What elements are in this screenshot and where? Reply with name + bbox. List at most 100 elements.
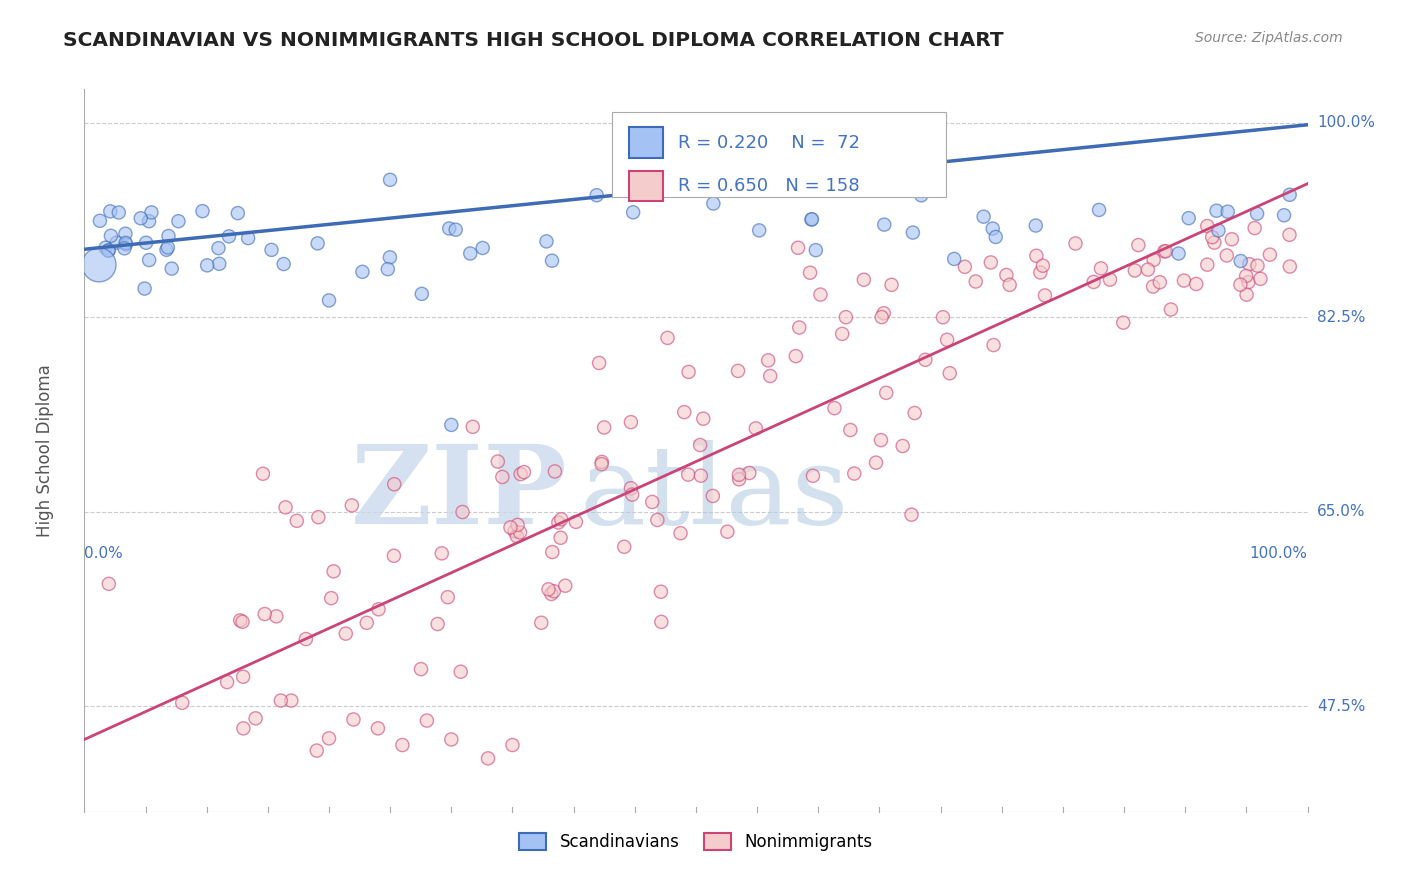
Point bbox=[544, 464, 567, 478]
Point bbox=[1136, 262, 1159, 277]
Point bbox=[1237, 275, 1260, 289]
Point bbox=[1278, 260, 1301, 274]
Point bbox=[1246, 259, 1268, 273]
Point bbox=[938, 366, 960, 380]
Point bbox=[340, 499, 363, 513]
Point bbox=[391, 738, 413, 752]
Point bbox=[1142, 279, 1164, 293]
Point bbox=[98, 204, 121, 219]
Text: High School Diploma: High School Diploma bbox=[37, 364, 55, 537]
Point bbox=[676, 467, 699, 482]
Point bbox=[509, 467, 531, 481]
Point bbox=[541, 545, 564, 559]
Point bbox=[318, 731, 340, 746]
Point bbox=[1025, 249, 1047, 263]
Point bbox=[995, 268, 1018, 282]
Point bbox=[953, 260, 976, 274]
Point bbox=[156, 240, 179, 254]
Point bbox=[689, 438, 711, 452]
Point bbox=[702, 489, 724, 503]
Point bbox=[932, 310, 955, 325]
Point bbox=[266, 609, 288, 624]
Point bbox=[1208, 223, 1230, 237]
Point bbox=[801, 468, 824, 483]
Point bbox=[229, 614, 252, 628]
Point bbox=[97, 244, 120, 258]
Point bbox=[1177, 211, 1199, 226]
Point bbox=[506, 517, 529, 532]
Text: R = 0.220    N =  72: R = 0.220 N = 72 bbox=[678, 134, 859, 152]
Legend: Scandinavians, Nonimmigrants: Scandinavians, Nonimmigrants bbox=[513, 826, 879, 857]
Text: 65.0%: 65.0% bbox=[1317, 504, 1365, 519]
Point bbox=[295, 632, 318, 646]
Point bbox=[1249, 272, 1271, 286]
Point bbox=[458, 246, 481, 260]
Point bbox=[105, 235, 128, 250]
Point bbox=[901, 226, 924, 240]
Point bbox=[650, 615, 672, 629]
Point bbox=[692, 411, 714, 425]
Point bbox=[335, 626, 357, 640]
Point bbox=[870, 310, 893, 324]
Point bbox=[499, 520, 522, 534]
Point bbox=[1197, 219, 1219, 233]
Point bbox=[689, 468, 711, 483]
Point bbox=[1278, 227, 1301, 242]
Point bbox=[134, 282, 156, 296]
Point bbox=[1229, 254, 1251, 268]
Point bbox=[367, 602, 389, 616]
Point bbox=[141, 205, 163, 219]
Point bbox=[728, 472, 751, 486]
Point bbox=[984, 230, 1007, 244]
Point bbox=[274, 500, 297, 515]
Point bbox=[307, 510, 329, 524]
Point bbox=[678, 365, 700, 379]
Point bbox=[1216, 248, 1239, 262]
Point bbox=[232, 670, 254, 684]
Point bbox=[356, 615, 378, 630]
Point bbox=[450, 665, 472, 679]
Point bbox=[226, 206, 249, 220]
Point bbox=[669, 526, 692, 541]
Point bbox=[1143, 252, 1166, 267]
Point bbox=[1025, 219, 1047, 233]
Point bbox=[540, 587, 562, 601]
Point bbox=[745, 421, 768, 435]
Point bbox=[1216, 204, 1239, 219]
Point bbox=[530, 615, 553, 630]
Point bbox=[89, 214, 111, 228]
Point bbox=[787, 320, 810, 334]
Point bbox=[756, 353, 779, 368]
Point bbox=[588, 356, 610, 370]
Point bbox=[1153, 244, 1175, 259]
Point bbox=[1239, 257, 1261, 271]
Point bbox=[461, 420, 484, 434]
Point bbox=[377, 262, 399, 277]
Point bbox=[378, 173, 401, 187]
Point bbox=[620, 415, 643, 429]
Point bbox=[195, 258, 218, 272]
Point bbox=[799, 266, 821, 280]
Point bbox=[1064, 236, 1087, 251]
Point bbox=[824, 401, 846, 416]
Point bbox=[1083, 275, 1105, 289]
Point bbox=[873, 218, 896, 232]
Point bbox=[318, 293, 340, 308]
Text: ZIP: ZIP bbox=[350, 441, 568, 548]
Point bbox=[382, 477, 405, 491]
Point bbox=[904, 406, 927, 420]
Point bbox=[973, 210, 995, 224]
Point bbox=[114, 241, 136, 255]
Point bbox=[305, 743, 328, 757]
Point bbox=[342, 713, 364, 727]
Point bbox=[416, 714, 439, 728]
Text: SCANDINAVIAN VS NONIMMIGRANTS HIGH SCHOOL DIPLOMA CORRELATION CHART: SCANDINAVIAN VS NONIMMIGRANTS HIGH SCHOO… bbox=[63, 31, 1004, 50]
Point bbox=[114, 227, 136, 241]
Point bbox=[439, 221, 461, 235]
Point bbox=[1149, 275, 1171, 289]
Point bbox=[647, 513, 669, 527]
Point bbox=[943, 252, 966, 266]
Text: 0.0%: 0.0% bbox=[84, 546, 124, 561]
Text: R = 0.650   N = 158: R = 0.650 N = 158 bbox=[678, 177, 859, 195]
Point bbox=[208, 257, 231, 271]
